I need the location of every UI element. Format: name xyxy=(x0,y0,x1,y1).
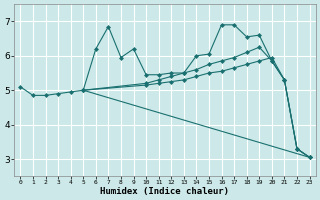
X-axis label: Humidex (Indice chaleur): Humidex (Indice chaleur) xyxy=(100,187,229,196)
